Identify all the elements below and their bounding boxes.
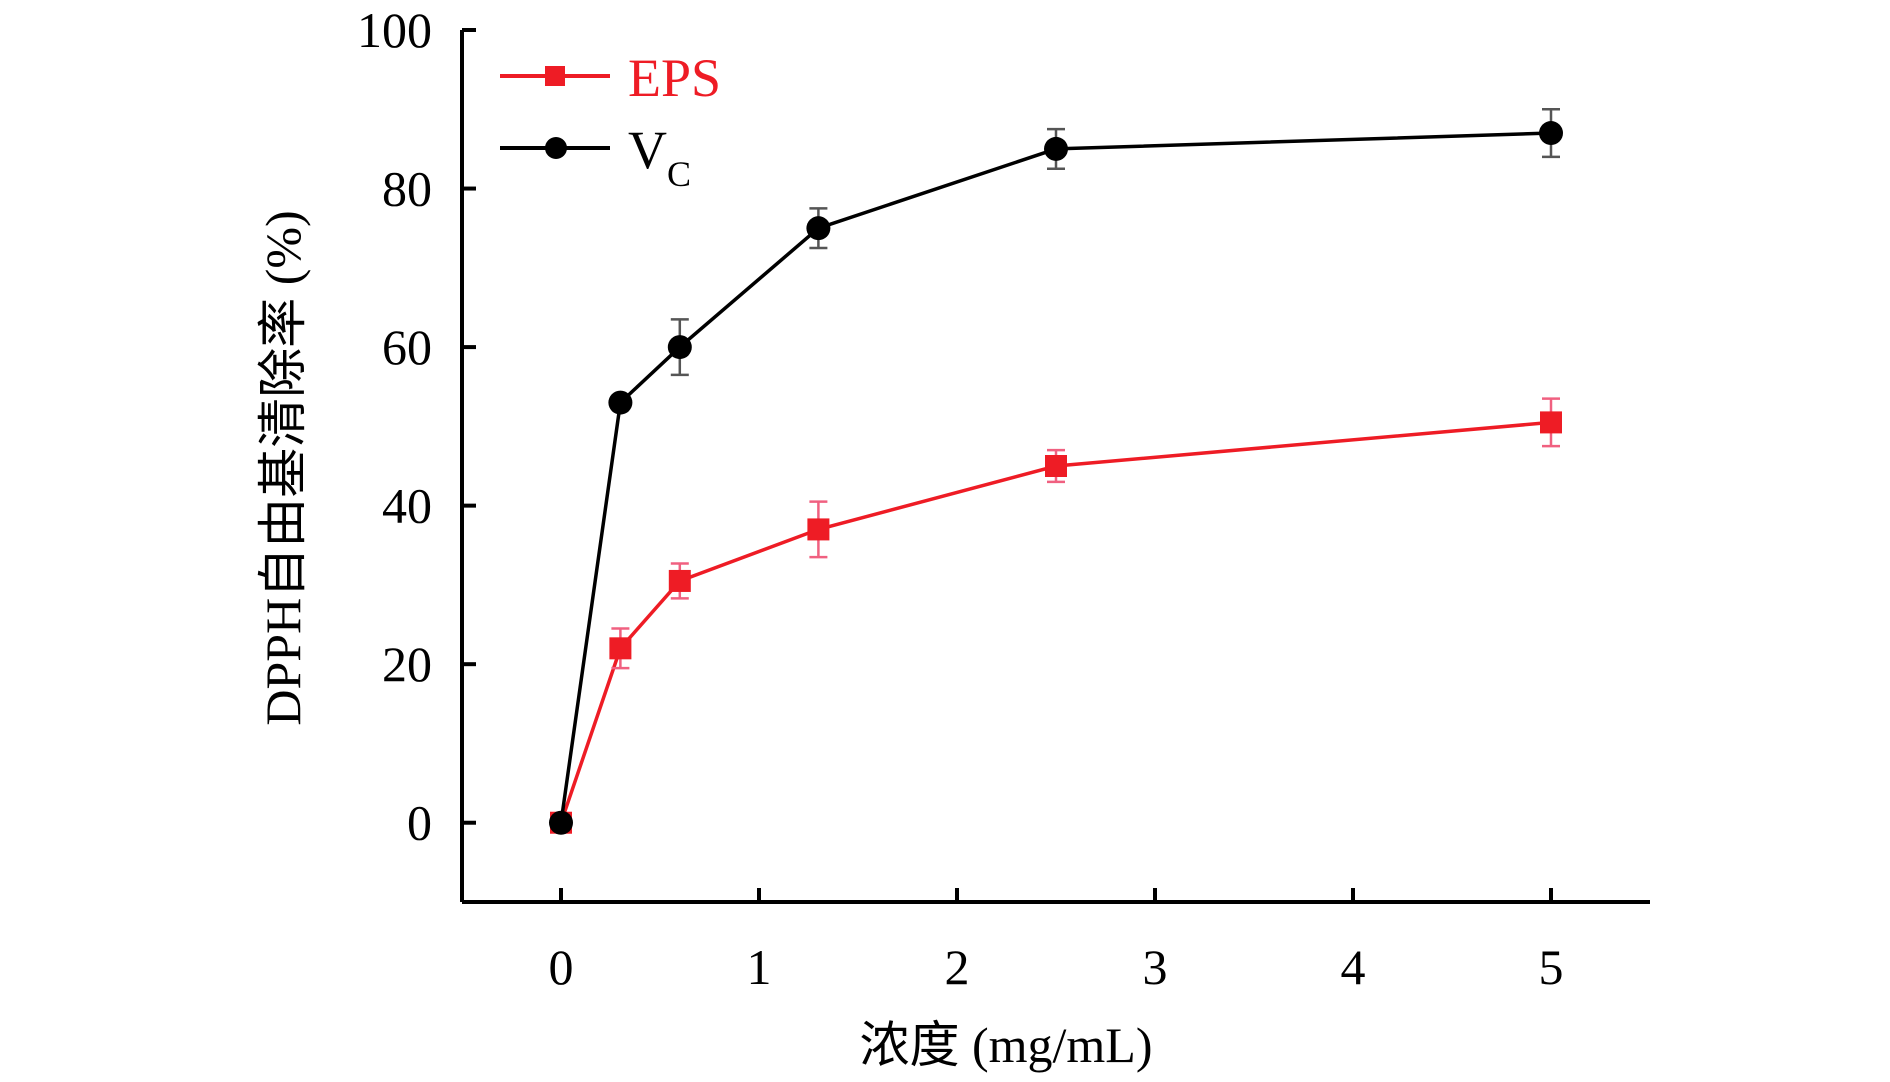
y-tick-label: 100	[357, 2, 432, 58]
x-axis-label: 浓度 (mg/mL)	[859, 1017, 1152, 1073]
series-eps	[550, 397, 1562, 834]
x-tick-label: 0	[549, 939, 574, 995]
data-point	[1539, 121, 1563, 146]
legend-vc-subscript: C	[667, 154, 691, 194]
x-tick-label: 1	[747, 939, 772, 995]
y-tick-label: 40	[382, 478, 432, 534]
legend-vc-marker	[545, 137, 567, 159]
y-tick-label: 60	[382, 319, 432, 375]
x-tick-label: 2	[945, 939, 970, 995]
data-point	[1540, 411, 1562, 434]
data-point	[1044, 136, 1068, 161]
legend-eps-label: EPS	[628, 48, 721, 108]
x-tick-label: 5	[1539, 939, 1564, 995]
axes: 0 20 40 60 80 100 0 1 2 3 4 5	[357, 2, 1650, 995]
data-point	[1045, 455, 1067, 477]
data-point	[549, 810, 573, 835]
legend-vc-label: VC	[628, 120, 691, 194]
y-tick-label: 20	[382, 636, 432, 692]
data-point	[668, 569, 691, 592]
y-tick-label: 0	[407, 795, 432, 851]
series-line	[559, 131, 1552, 823]
series-layer	[549, 108, 1563, 835]
legend: EPS VC	[500, 48, 721, 194]
legend-vc-main: V	[628, 120, 667, 180]
data-point	[609, 637, 632, 660]
y-tick-label: 80	[382, 161, 432, 217]
series-line	[559, 420, 1552, 824]
legend-eps-marker	[545, 66, 565, 86]
x-tick-label: 4	[1341, 939, 1366, 995]
data-point	[806, 216, 831, 241]
series-vc	[549, 108, 1563, 835]
data-point	[667, 335, 692, 360]
data-point	[608, 390, 633, 415]
x-tick-label: 3	[1143, 939, 1168, 995]
y-axis-label: DPPH自由基清除率 (%)	[255, 210, 311, 725]
data-point	[807, 518, 830, 541]
